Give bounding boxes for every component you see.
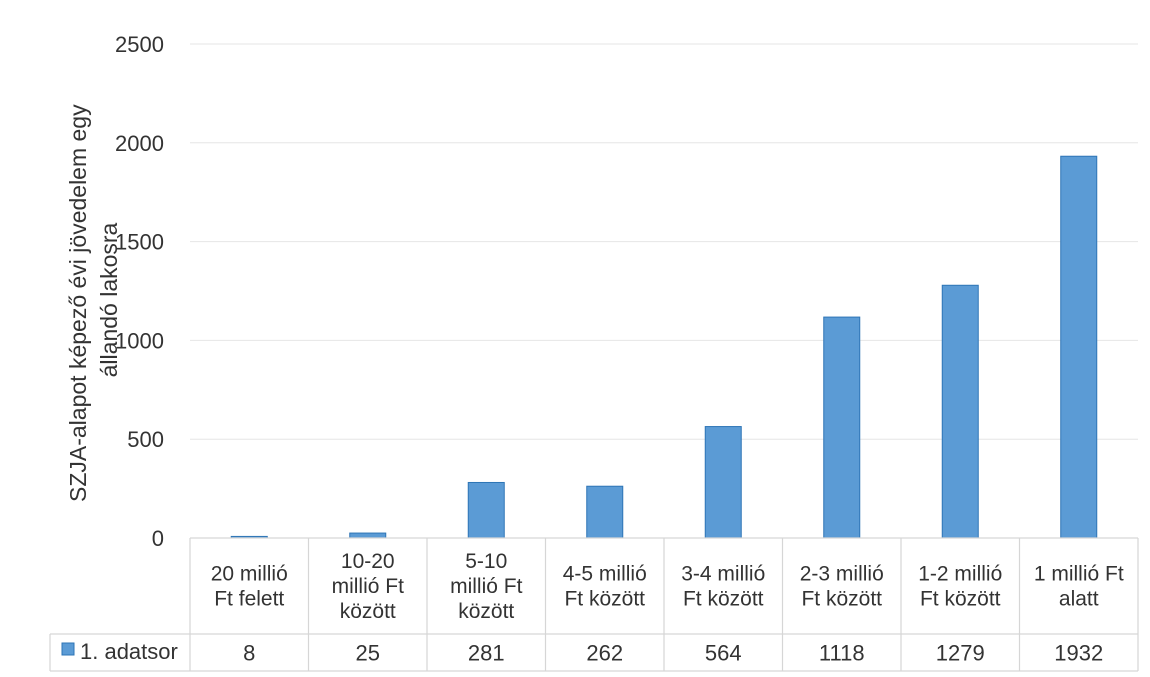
category-label: 1-2 millió Ft között bbox=[918, 563, 1002, 611]
y-tick-label: 0 bbox=[152, 526, 164, 551]
y-tick-label: 2000 bbox=[115, 131, 164, 156]
table-value: 8 bbox=[243, 641, 255, 666]
data-table bbox=[49, 537, 1139, 672]
table-value: 1118 bbox=[819, 641, 865, 666]
bar bbox=[349, 532, 387, 539]
table-value: 281 bbox=[468, 641, 505, 666]
bar bbox=[586, 485, 624, 539]
table-value: 1279 bbox=[936, 641, 985, 666]
bar bbox=[704, 426, 742, 539]
legend: 1. adatsor bbox=[61, 639, 178, 664]
table-values: 8 25 281 262 564 1118 1279 1932 bbox=[243, 641, 1103, 666]
category-label: 20 millió Ft felett bbox=[211, 563, 288, 611]
bar bbox=[467, 481, 505, 539]
table-value: 564 bbox=[705, 641, 742, 666]
legend-swatch bbox=[61, 642, 75, 656]
category-label: 3-4 millió Ft között bbox=[681, 563, 765, 611]
table-value: 1932 bbox=[1054, 641, 1103, 666]
category-label: 5-10 millió Ft között bbox=[450, 550, 522, 623]
category-label: 10-20 millió Ft között bbox=[332, 550, 404, 623]
y-axis-title: SZJA-alapot képező évi jövedelem egy áll… bbox=[65, 98, 122, 502]
y-tick-label: 1000 bbox=[115, 328, 164, 353]
category-label: 1 millió Ft alatt bbox=[1034, 563, 1124, 611]
legend-label: 1. adatsor bbox=[80, 639, 178, 664]
category-label: 2-3 millió Ft között bbox=[800, 563, 884, 611]
category-labels: 20 millió Ft felett 10-20 millió Ft között 5-… bbox=[211, 550, 1124, 623]
bar bbox=[1060, 155, 1098, 539]
gridlines bbox=[190, 43, 1138, 440]
y-tick-label: 500 bbox=[127, 427, 164, 452]
y-tick-label: 1500 bbox=[115, 230, 164, 255]
table-value: 262 bbox=[586, 641, 623, 666]
table-value: 25 bbox=[356, 641, 380, 666]
bars bbox=[230, 155, 1098, 539]
y-axis-ticks: 0 500 1000 1500 2000 2500 bbox=[115, 32, 164, 551]
bar bbox=[823, 316, 861, 539]
category-label: 4-5 millió Ft között bbox=[563, 563, 647, 611]
bar bbox=[941, 284, 979, 539]
y-tick-label: 2500 bbox=[115, 32, 164, 57]
